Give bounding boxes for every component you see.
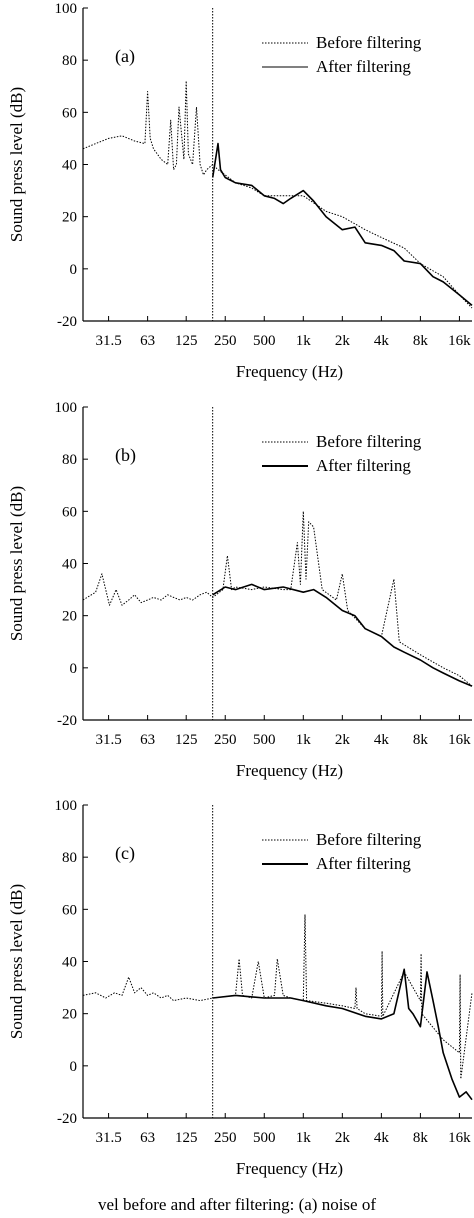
- chart-panel-1: -20 0 20 40 60 80 100 31.5 63 125 250 500 1k 2k 4k 8k 16…: [7, 1, 473, 381]
- x-tick-label: 1k: [296, 333, 312, 349]
- legend-label-before: Before filtering: [316, 432, 422, 451]
- y-axis-title: Sound press level (dB): [7, 87, 26, 242]
- x-tick-label: 250: [214, 333, 237, 349]
- series-before-filtering-line: [82, 914, 473, 1080]
- x-tick-label: 63: [140, 732, 155, 748]
- x-tick-label: 31.5: [95, 1130, 121, 1146]
- x-tick-label: 125: [175, 333, 198, 349]
- y-tick-label: 40: [62, 158, 77, 174]
- y-tick-label: 100: [55, 1, 78, 17]
- panel-label: (b): [115, 445, 136, 466]
- y-tick-label: -20: [57, 1111, 77, 1127]
- x-axis-title: Frequency (Hz): [236, 362, 343, 381]
- chart-panel-2: -20 0 20 40 60 80 100 31.5 63 125 250 500 1k 2k 4k 8k 16…: [7, 400, 473, 780]
- x-tick-label: 2k: [335, 333, 351, 349]
- y-tick-label: 40: [62, 557, 77, 573]
- x-tick-label: 2k: [335, 1130, 351, 1146]
- series-after-filtering-line: [212, 583, 473, 687]
- y-axis-title: Sound press level (dB): [7, 884, 26, 1039]
- y-tick-label: 80: [62, 850, 77, 866]
- legend-label-before: Before filtering: [316, 830, 422, 849]
- y-tick-label: 0: [70, 1059, 78, 1075]
- y-tick-label: 80: [62, 53, 77, 69]
- x-tick-label: 125: [175, 732, 198, 748]
- y-tick-label: 20: [62, 609, 77, 625]
- x-tick-label: 4k: [374, 1130, 390, 1146]
- x-tick-label: 4k: [374, 732, 390, 748]
- series-after-filtering-line: [212, 968, 473, 1101]
- x-tick-label: 16k: [448, 732, 471, 748]
- y-tick-label: 80: [62, 452, 77, 468]
- x-tick-label: 16k: [448, 1130, 471, 1146]
- y-tick-label: 60: [62, 105, 77, 121]
- series-after-filtering-line: [211, 142, 473, 307]
- y-tick-label: -20: [57, 713, 77, 729]
- legend-label-after: After filtering: [316, 57, 411, 76]
- x-tick-label: 125: [175, 1130, 198, 1146]
- x-tick-label: 2k: [335, 732, 351, 748]
- x-tick-label: 1k: [296, 732, 312, 748]
- x-tick-label: 4k: [374, 333, 390, 349]
- legend-label-before: Before filtering: [316, 33, 422, 52]
- x-tick-label: 31.5: [95, 732, 121, 748]
- chart-panel-3: -20 0 20 40 60 80 100 31.5 63 125 250 500 1k 2k 4k 8k 16…: [7, 798, 473, 1178]
- x-tick-label: 500: [253, 333, 276, 349]
- x-tick-label: 16k: [448, 333, 471, 349]
- x-tick-label: 250: [214, 1130, 237, 1146]
- y-tick-label: 0: [70, 661, 78, 677]
- figure-caption: vel before and after filtering: (a) nois…: [98, 1195, 376, 1214]
- x-tick-label: 500: [253, 1130, 276, 1146]
- legend-label-after: After filtering: [316, 854, 411, 873]
- legend-label-after: After filtering: [316, 456, 411, 475]
- panel-label: (c): [115, 843, 135, 864]
- y-tick-label: 60: [62, 902, 77, 918]
- x-tick-label: 8k: [413, 333, 429, 349]
- x-tick-label: 1k: [296, 1130, 312, 1146]
- y-axis-title: Sound press level (dB): [7, 486, 26, 641]
- x-tick-label: 500: [253, 732, 276, 748]
- series-before-filtering-line: [82, 510, 473, 687]
- panel-label: (a): [115, 46, 135, 67]
- y-tick-label: -20: [57, 314, 77, 330]
- x-tick-label: 63: [140, 1130, 155, 1146]
- x-tick-label: 8k: [413, 732, 429, 748]
- x-tick-label: 31.5: [95, 333, 121, 349]
- y-tick-label: 100: [55, 798, 78, 814]
- y-tick-label: 100: [55, 400, 78, 416]
- x-axis-title: Frequency (Hz): [236, 761, 343, 780]
- x-tick-label: 63: [140, 333, 155, 349]
- y-tick-label: 60: [62, 504, 77, 520]
- series-before-filtering-line: [82, 80, 473, 309]
- x-axis-title: Frequency (Hz): [236, 1159, 343, 1178]
- y-tick-label: 0: [70, 262, 78, 278]
- y-tick-label: 20: [62, 210, 77, 226]
- y-tick-label: 20: [62, 1007, 77, 1023]
- x-tick-label: 8k: [413, 1130, 429, 1146]
- x-tick-label: 250: [214, 732, 237, 748]
- y-tick-label: 40: [62, 955, 77, 971]
